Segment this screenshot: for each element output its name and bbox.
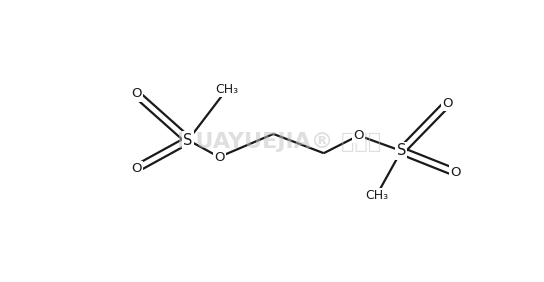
Text: O: O xyxy=(450,166,461,179)
Text: CH₃: CH₃ xyxy=(365,189,388,202)
Text: O: O xyxy=(131,87,141,100)
Text: S: S xyxy=(183,133,193,147)
Text: CH₃: CH₃ xyxy=(215,83,238,96)
Text: O: O xyxy=(354,129,364,142)
Text: O: O xyxy=(131,162,141,175)
Text: S: S xyxy=(397,143,406,158)
Text: HUAYUEJIA® 化学加: HUAYUEJIA® 化学加 xyxy=(177,133,381,152)
Text: O: O xyxy=(214,151,224,164)
Text: O: O xyxy=(442,97,453,110)
